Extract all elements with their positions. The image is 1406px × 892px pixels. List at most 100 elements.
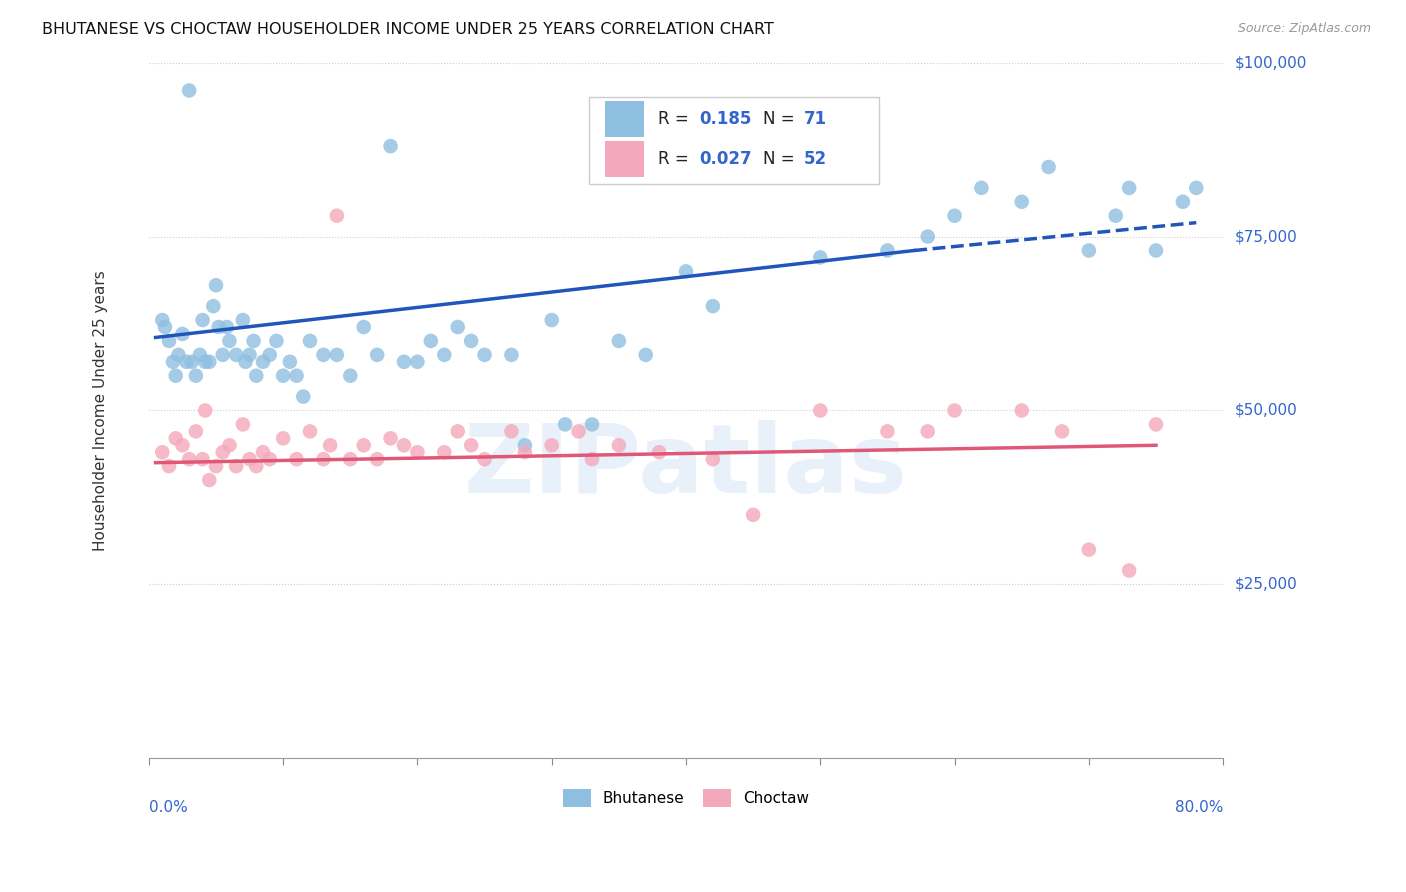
Point (208, 320, 231, 334)
Point (239, 348, 262, 362)
Text: $25,000: $25,000 (1234, 577, 1296, 592)
Point (392, 355, 415, 369)
Point (298, 425, 321, 439)
Point (165, 368, 187, 383)
Point (150, 313, 173, 327)
Point (380, 139, 402, 153)
Point (447, 425, 470, 439)
Point (460, 334, 482, 348)
Point (172, 326, 194, 341)
Point (285, 368, 308, 383)
Point (211, 348, 233, 362)
Point (191, 452, 214, 467)
Point (339, 368, 361, 383)
Point (198, 473, 221, 487)
Point (554, 417, 576, 432)
Point (433, 348, 456, 362)
Point (702, 299, 724, 313)
Point (702, 452, 724, 467)
Point (239, 452, 262, 467)
Point (167, 348, 190, 362)
Point (675, 264, 697, 278)
Point (970, 181, 993, 195)
Point (298, 334, 321, 348)
Point (353, 320, 375, 334)
Point (1118, 564, 1140, 578)
Point (184, 368, 207, 383)
Text: 80.0%: 80.0% (1175, 800, 1223, 815)
Point (808, 251, 831, 265)
Point (339, 452, 361, 467)
Point (1144, 244, 1167, 258)
Point (540, 438, 562, 452)
Point (581, 452, 603, 467)
Point (205, 459, 228, 474)
Point (157, 334, 180, 348)
Point (406, 445, 429, 459)
Point (581, 417, 603, 432)
Point (1038, 160, 1060, 174)
Point (501, 425, 523, 439)
Text: ZIPatlas: ZIPatlas (464, 419, 908, 513)
Point (180, 355, 202, 369)
Point (179, 452, 201, 467)
Point (194, 403, 217, 417)
Text: Source: ZipAtlas.com: Source: ZipAtlas.com (1237, 22, 1371, 36)
Point (198, 355, 221, 369)
Point (194, 355, 217, 369)
Point (1185, 181, 1208, 195)
Point (242, 334, 264, 348)
Point (176, 355, 198, 369)
Point (1105, 209, 1128, 223)
Point (1077, 244, 1099, 258)
Point (742, 146, 765, 161)
Point (271, 431, 294, 445)
Text: R =: R = (658, 150, 695, 168)
Point (917, 425, 939, 439)
Point (259, 348, 281, 362)
Point (943, 209, 966, 223)
Point (474, 348, 496, 362)
Point (184, 425, 207, 439)
Text: R =: R = (658, 110, 695, 128)
Point (634, 348, 657, 362)
Point (326, 209, 349, 223)
Point (1171, 194, 1194, 209)
Text: 71: 71 (804, 110, 827, 128)
Point (433, 445, 456, 459)
Point (447, 320, 470, 334)
Point (406, 355, 429, 369)
Point (392, 438, 415, 452)
Text: 52: 52 (804, 150, 827, 168)
Text: 0.185: 0.185 (699, 110, 751, 128)
Point (191, 313, 214, 327)
Point (202, 299, 225, 313)
FancyBboxPatch shape (606, 141, 644, 178)
Text: 0.0%: 0.0% (149, 800, 187, 815)
Point (319, 438, 342, 452)
Point (215, 320, 238, 334)
Point (876, 425, 898, 439)
Text: N =: N = (763, 150, 800, 168)
Point (218, 334, 240, 348)
Point (513, 438, 536, 452)
Text: Householder Income Under 25 years: Householder Income Under 25 years (93, 270, 108, 551)
Point (1118, 181, 1140, 195)
Point (513, 445, 536, 459)
Text: $75,000: $75,000 (1234, 229, 1296, 244)
Point (419, 334, 441, 348)
Point (153, 320, 176, 334)
Point (259, 452, 281, 467)
Point (232, 313, 254, 327)
Point (157, 459, 180, 474)
Point (366, 348, 388, 362)
Point (188, 348, 211, 362)
Text: $100,000: $100,000 (1234, 55, 1306, 70)
Legend: Bhutanese, Choctaw: Bhutanese, Choctaw (557, 782, 815, 814)
Point (353, 438, 375, 452)
Point (366, 452, 388, 467)
Point (172, 438, 194, 452)
Point (232, 417, 254, 432)
Text: N =: N = (763, 110, 800, 128)
FancyBboxPatch shape (589, 97, 879, 185)
